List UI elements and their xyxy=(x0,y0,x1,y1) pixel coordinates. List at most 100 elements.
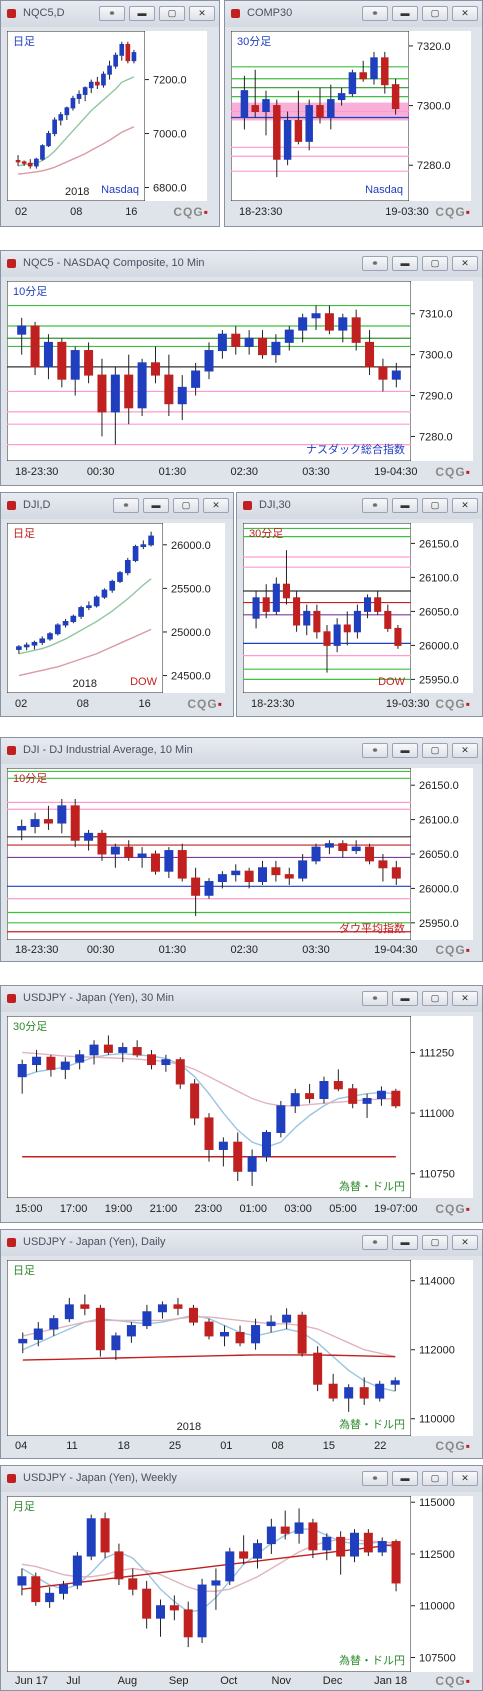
y-tick-label: 112000 xyxy=(419,1345,455,1357)
chart-p1[interactable]: 6800.0 7000.0 7200.0 日足 Nasdaq 2018 xyxy=(7,31,207,201)
close-button[interactable]: ✕ xyxy=(452,256,478,271)
close-button[interactable]: ✕ xyxy=(452,743,478,758)
link-button[interactable]: ⚭ xyxy=(99,6,125,21)
candle-body xyxy=(18,1338,28,1344)
titlebar[interactable]: NQC5 - NASDAQ Composite, 10 Min ⚭ ▬ ▢ ✕ xyxy=(1,251,482,277)
link-button[interactable]: ⚭ xyxy=(362,256,388,271)
candle-body xyxy=(183,1609,193,1638)
candle-body xyxy=(70,97,76,109)
close-button[interactable]: ✕ xyxy=(452,6,478,21)
candle-body xyxy=(240,90,249,118)
candle-body xyxy=(276,1105,286,1133)
y-tick-label: 110000 xyxy=(419,1414,455,1426)
app-icon xyxy=(7,994,16,1003)
y-tick-label: 26050.0 xyxy=(419,849,459,861)
titlebar[interactable]: NQC5,D ⚭ ▬ ▢ ✕ xyxy=(1,1,219,27)
y-tick-label: 26150.0 xyxy=(419,538,459,550)
chart-p6[interactable]: 25950.0 26000.0 26050.0 26100.0 26150.0 10分足ダ… xyxy=(7,768,473,940)
instrument-label: ナスダック総合指数 xyxy=(306,442,405,456)
x-tick-label: 19-03:30 xyxy=(385,698,430,710)
candle-body xyxy=(313,610,321,633)
close-button[interactable]: ✕ xyxy=(203,498,229,513)
close-button[interactable]: ✕ xyxy=(452,1235,478,1250)
candle-body xyxy=(353,610,361,633)
candle-body xyxy=(117,572,123,582)
maximize-button[interactable]: ▢ xyxy=(422,498,448,513)
year-label: 2018 xyxy=(177,1421,201,1433)
y-tick-label: 24500.0 xyxy=(171,671,211,683)
candle-body xyxy=(64,1304,74,1320)
app-icon xyxy=(7,1238,16,1247)
candle-body xyxy=(374,597,382,612)
x-axis: 18-23:30 19-03:30 CQG▪ xyxy=(231,203,477,221)
titlebar[interactable]: USDJPY - Japan (Yen), Daily ⚭ ▬ ▢ ✕ xyxy=(1,1230,482,1256)
candle-body xyxy=(95,1307,105,1351)
candle-body xyxy=(294,119,303,142)
candle-body xyxy=(132,546,139,561)
minimize-button[interactable]: ▬ xyxy=(392,743,418,758)
minimize-button[interactable]: ▬ xyxy=(392,991,418,1006)
minimize-button[interactable]: ▬ xyxy=(129,6,155,21)
titlebar[interactable]: USDJPY - Japan (Yen), Weekly ⚭ ▬ ▢ ✕ xyxy=(1,1466,482,1492)
titlebar[interactable]: DJI,D ⚭ ▬ ▢ ✕ xyxy=(1,493,233,519)
maximize-button[interactable]: ▢ xyxy=(159,6,185,21)
titlebar[interactable]: USDJPY - Japan (Yen), 30 Min ⚭ ▬ ▢ ✕ xyxy=(1,986,482,1012)
maximize-button[interactable]: ▢ xyxy=(422,1235,448,1250)
link-button[interactable]: ⚭ xyxy=(113,498,139,513)
window-nqc5-10min: NQC5 - NASDAQ Composite, 10 Min ⚭ ▬ ▢ ✕ … xyxy=(0,250,483,486)
link-button[interactable]: ⚭ xyxy=(362,6,388,21)
maximize-button[interactable]: ▢ xyxy=(422,991,448,1006)
candle-body xyxy=(333,624,341,646)
candle-body xyxy=(46,133,51,147)
maximize-button[interactable]: ▢ xyxy=(422,6,448,21)
link-button[interactable]: ⚭ xyxy=(362,1235,388,1250)
candle-body xyxy=(45,1592,55,1603)
link-button[interactable]: ⚭ xyxy=(362,1471,388,1486)
chart-p5[interactable]: 25950.0 26000.0 26050.0 26100.0 26150.0 30分足 D… xyxy=(243,523,473,693)
candle-body xyxy=(124,846,134,858)
moving-average-line xyxy=(18,578,152,655)
link-button[interactable]: ⚭ xyxy=(362,743,388,758)
link-button[interactable]: ⚭ xyxy=(362,498,388,513)
close-button[interactable]: ✕ xyxy=(452,1471,478,1486)
candle-body xyxy=(391,370,401,380)
candle-body xyxy=(59,1584,68,1594)
titlebar[interactable]: COMP30 ⚭ ▬ ▢ ✕ xyxy=(225,1,482,27)
close-button[interactable]: ✕ xyxy=(189,6,215,21)
minimize-button[interactable]: ▬ xyxy=(392,1235,418,1250)
instrument-label: Nasdaq xyxy=(365,184,403,196)
timeframe-label: 10分足 xyxy=(13,772,47,785)
chart-p2[interactable]: 7280.0 7300.0 7320.0 30分足 Nasdaq xyxy=(231,31,471,201)
minimize-button[interactable]: ▬ xyxy=(392,1471,418,1486)
maximize-button[interactable]: ▢ xyxy=(422,1471,448,1486)
maximize-button[interactable]: ▢ xyxy=(422,256,448,271)
candle-body xyxy=(40,145,45,160)
maximize-button[interactable]: ▢ xyxy=(422,743,448,758)
minimize-button[interactable]: ▬ xyxy=(392,6,418,21)
minimize-button[interactable]: ▬ xyxy=(143,498,169,513)
x-tick-label: 18-23:30 xyxy=(239,206,283,218)
candle-body xyxy=(142,1588,152,1619)
titlebar[interactable]: DJI - DJ Industrial Average, 10 Min ⚭ ▬ … xyxy=(1,738,482,764)
minimize-button[interactable]: ▬ xyxy=(392,498,418,513)
instrument-label: ダウ平均指数 xyxy=(339,921,405,935)
candle-body xyxy=(271,341,281,356)
minimize-button[interactable]: ▬ xyxy=(392,256,418,271)
candle-body xyxy=(16,646,22,650)
titlebar[interactable]: DJI,30 ⚭ ▬ ▢ ✕ xyxy=(237,493,482,519)
chart-p4[interactable]: 24500.0 25000.0 25500.0 26000.0 日足 DOW 2018 xyxy=(7,523,225,693)
close-button[interactable]: ✕ xyxy=(452,991,478,1006)
candle-body xyxy=(258,867,268,883)
close-button[interactable]: ✕ xyxy=(452,498,478,513)
candle-body xyxy=(62,621,69,626)
maximize-button[interactable]: ▢ xyxy=(173,498,199,513)
candle-body xyxy=(391,867,401,879)
link-button[interactable]: ⚭ xyxy=(362,991,388,1006)
x-tick-label: Nov xyxy=(271,1675,292,1687)
candle-body xyxy=(21,161,27,164)
candle-body xyxy=(391,1090,401,1107)
